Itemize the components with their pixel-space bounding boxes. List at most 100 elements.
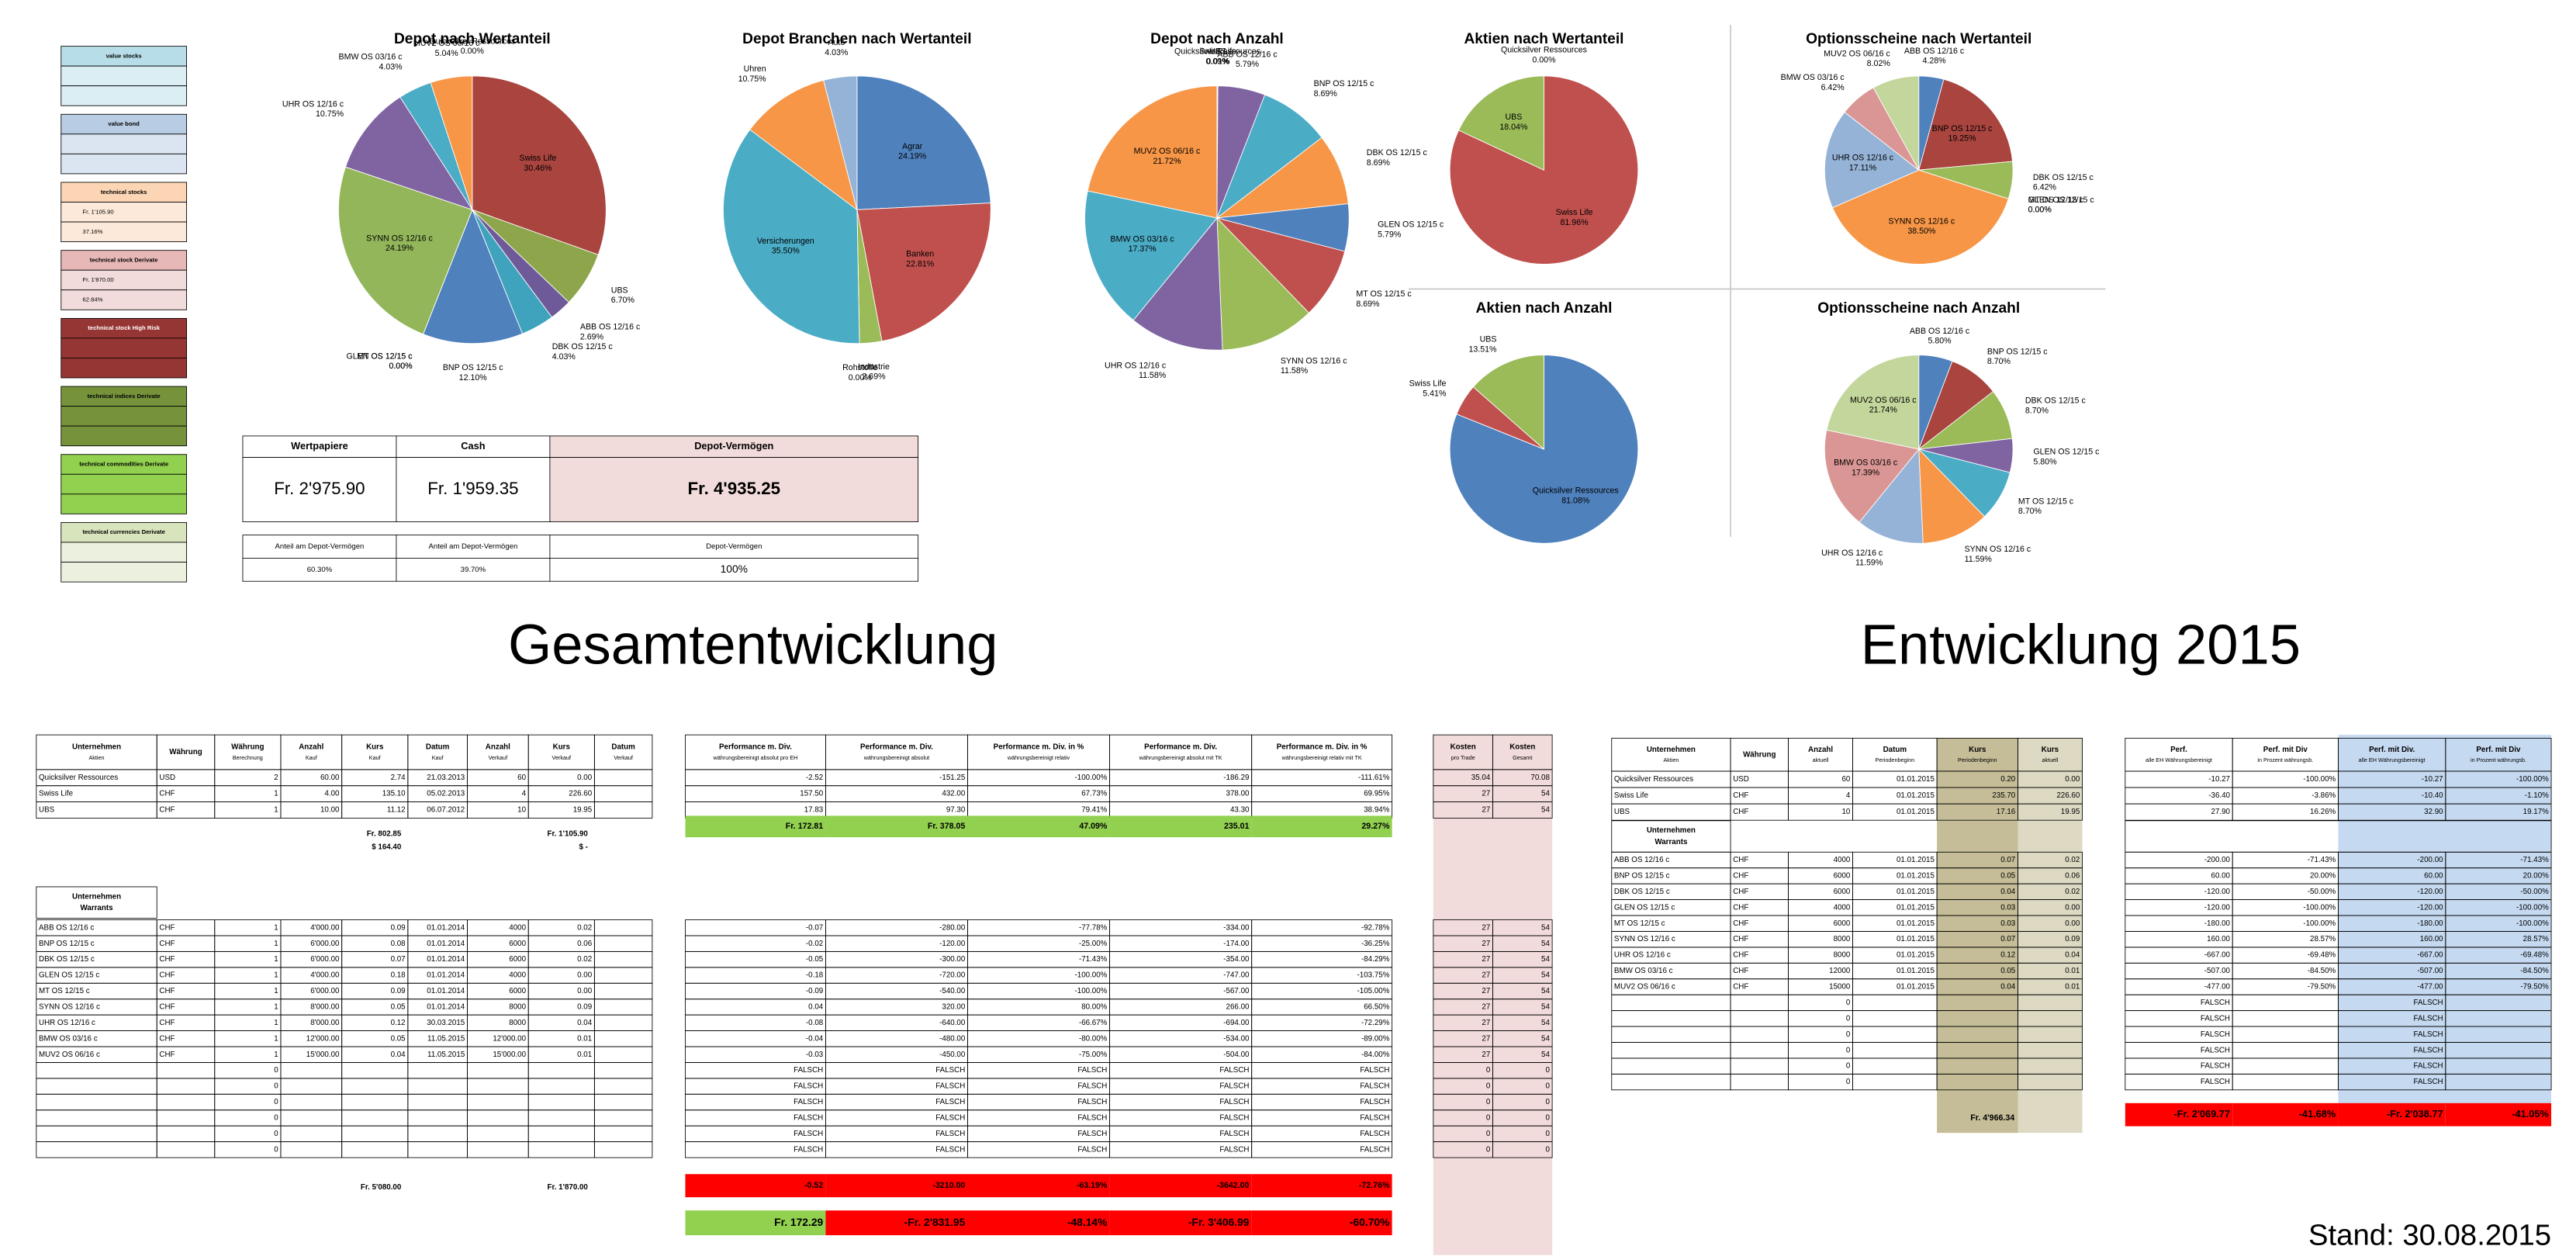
cell-text: -71.43% — [2520, 856, 2549, 864]
cell-text: 1 — [274, 940, 278, 948]
total-text: -72.76% — [1359, 1181, 1390, 1190]
cell-text: 8000 — [509, 1019, 526, 1027]
legend-row — [61, 153, 187, 175]
cell-text: FALSCH — [794, 1130, 823, 1138]
slice-label: BNP OS 12/15 c — [443, 363, 503, 372]
cell-text: 12'000.00 — [306, 1034, 340, 1043]
cell-text: FALSCH — [2201, 1014, 2230, 1023]
cell-text: 0 — [1545, 1082, 1550, 1091]
cell-text: FALSCH — [1077, 1082, 1107, 1091]
slice-label: BNP OS 12/15 c — [1314, 79, 1374, 88]
cell-text: -667.00 — [2204, 951, 2231, 960]
pie-slice — [1216, 216, 1310, 351]
slice-label: MT OS 12/15 c — [2028, 196, 2084, 205]
cell-text: DBK OS 12/15 c — [39, 955, 95, 964]
slice-label: DBK OS 12/15 c — [2025, 396, 2087, 406]
cell-text: 27 — [1482, 1051, 1490, 1059]
cell-text: CHF — [1733, 935, 1748, 943]
legend-row — [61, 202, 187, 223]
slice-value: 11.59% — [1855, 559, 1883, 568]
cell-text: 4000 — [509, 923, 526, 932]
cell-text: 8000 — [1834, 935, 1851, 943]
summary-share-header: Depot-Vermögen — [706, 542, 762, 551]
cell-text: 0.06 — [2065, 872, 2080, 881]
cell-text: 54 — [1541, 1051, 1550, 1059]
cell-text: 8000 — [509, 1003, 526, 1012]
header-label: aktuell — [2042, 756, 2059, 763]
slice-value: 13.51% — [1468, 344, 1497, 354]
slice-value: 24.19% — [386, 244, 414, 253]
total-text: Fr. 5'080.00 — [361, 1183, 402, 1192]
cell-text: -180.00 — [2204, 919, 2231, 928]
total-cell — [1109, 815, 1252, 838]
cell-text: 0.00 — [577, 987, 593, 995]
pie-slice — [1826, 355, 1920, 450]
cell-text: -84.50% — [2308, 967, 2336, 975]
perf-background — [2338, 735, 2552, 1103]
header-label: Warrants — [81, 904, 114, 912]
cell-text: UBS — [39, 806, 55, 815]
chart-title: Depot Branchen nach Wertanteil — [742, 31, 971, 47]
pie-slice — [1831, 169, 2009, 265]
legend-label: value bond — [108, 120, 140, 127]
slice-label: Quicksilver Ressources — [429, 36, 515, 46]
legend-label: technical indices Derivate — [88, 393, 161, 400]
legend-value: 62.84% — [82, 296, 102, 303]
header-label: währungsbereinigt absolut mit TK — [1139, 754, 1222, 761]
cell-text: CHF — [1733, 872, 1748, 881]
cell-text: FALSCH — [1077, 1098, 1107, 1106]
cell-text: -79.50% — [2520, 983, 2549, 992]
cell-text: 0.00 — [2065, 903, 2080, 912]
cell-text: 0 — [1486, 1145, 1491, 1154]
slice-label: DBK OS 12/15 c — [552, 342, 614, 351]
slice-value: 2.69% — [580, 332, 604, 341]
cell-text: 10 — [1841, 808, 1850, 816]
cell-text: CHF — [1733, 983, 1748, 992]
cell-text: FALSCH — [794, 1082, 823, 1091]
slice-value: 0.00% — [389, 362, 413, 371]
cell-text: USD — [159, 774, 175, 782]
cell-text: 15000 — [1829, 983, 1851, 992]
cell-text: FALSCH — [2414, 1030, 2443, 1039]
cell-text: -186.29 — [1223, 774, 1249, 782]
total-cell — [685, 815, 826, 838]
legend-label: value stocks — [106, 52, 142, 59]
summary-value: Fr. 2'975.90 — [274, 479, 365, 498]
header-label: Datum — [426, 743, 450, 752]
cell-text: 01.01.2015 — [1897, 951, 1935, 960]
header-label: pro Trade — [1451, 754, 1475, 761]
cell-text: 1 — [274, 790, 278, 798]
slice-value: 8.69% — [1367, 158, 1391, 168]
slice-value: 6.42% — [2033, 183, 2057, 192]
cell-text: 226.60 — [569, 790, 592, 798]
total-text: -Fr. 3'406.99 — [1188, 1216, 1250, 1228]
legend-value: Fr. 1'870.00 — [82, 276, 113, 283]
legend-value: Fr. 1'105.90 — [82, 208, 113, 215]
header-label: Unternehmen — [1647, 746, 1696, 754]
cell-text: CHF — [159, 955, 175, 964]
cell-text: 97.30 — [946, 806, 966, 815]
cell-text: 0.12 — [391, 1019, 406, 1027]
cell-text: -120.00 — [939, 940, 966, 948]
summary-share-header-cell — [396, 535, 551, 559]
slice-value: 19.25% — [1948, 134, 1977, 144]
cell-text: -92.78% — [1361, 923, 1390, 932]
total-cell — [2125, 1102, 2233, 1127]
cell-text: 0.05 — [391, 1034, 406, 1043]
cell-text: -0.18 — [806, 971, 824, 980]
cell-text: 0.09 — [391, 923, 406, 932]
cell-text: FALSCH — [1077, 1066, 1107, 1075]
cell-text: 01.01.2015 — [1897, 775, 1935, 784]
pie-slice — [430, 75, 473, 210]
slice-value: 4.28% — [1922, 57, 1946, 66]
cell-text: 6'000.00 — [310, 955, 340, 964]
chart-title: Optionsscheine nach Wertanteil — [1806, 31, 2031, 47]
header-label: Verkauf — [552, 754, 572, 761]
cell-text: 0.03 — [2000, 903, 2016, 912]
cell-text: 27 — [1482, 790, 1490, 798]
cell-text: 320.00 — [942, 1003, 965, 1012]
header-label: Kauf — [369, 754, 382, 761]
cell-text: FALSCH — [2414, 1078, 2443, 1086]
cell-text: 11.05.2015 — [427, 1051, 465, 1059]
cell-text: 27 — [1482, 987, 1490, 995]
